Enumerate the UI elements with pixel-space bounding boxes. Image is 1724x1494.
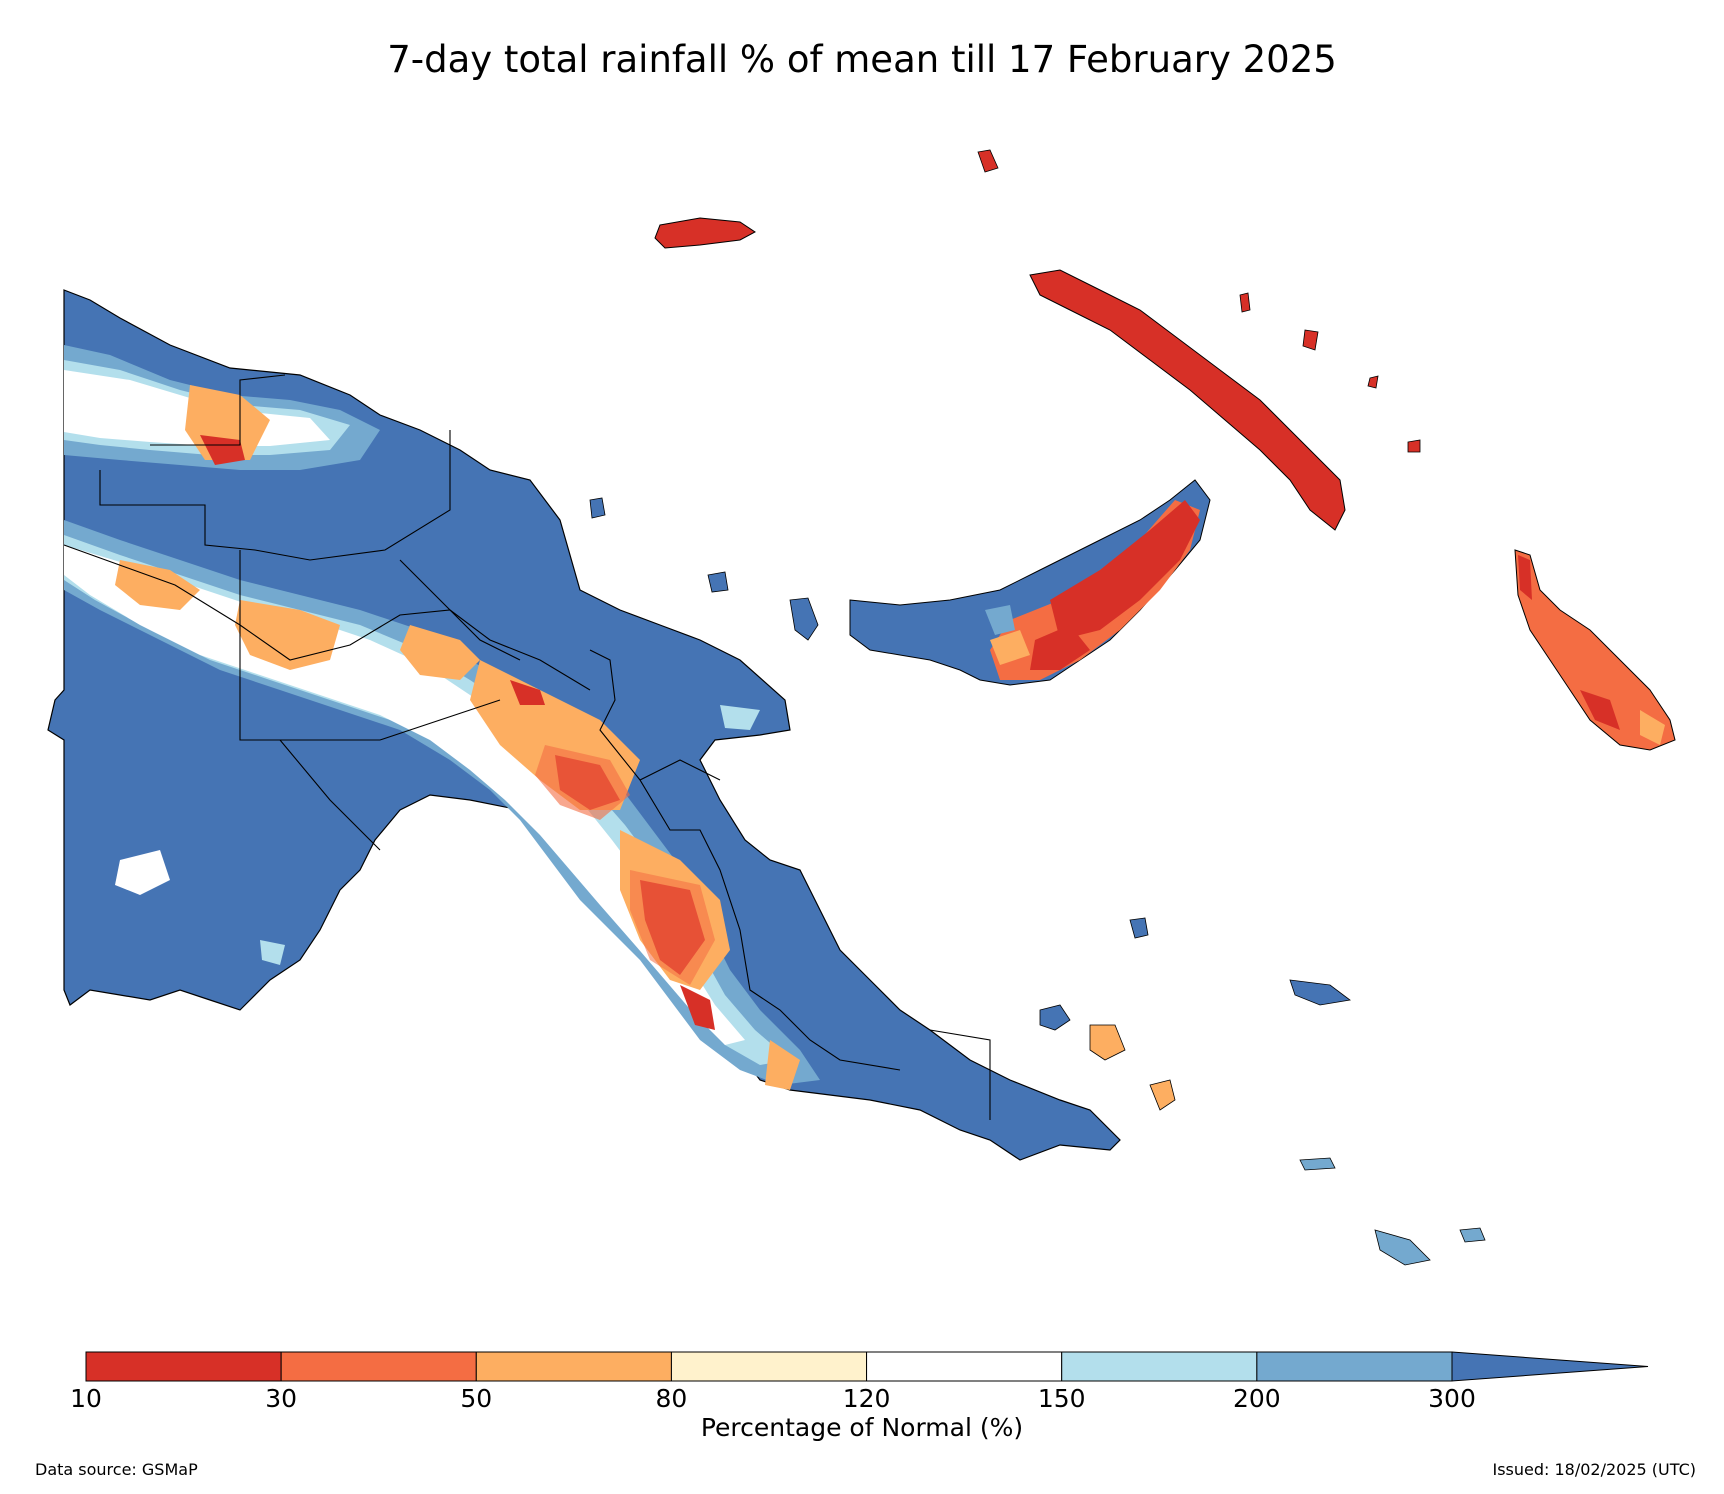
- colorbar-swatch: [475, 1351, 672, 1382]
- new-ireland: [1029, 269, 1346, 531]
- manus-island: [654, 217, 756, 249]
- colorbar-swatches: [85, 1351, 1649, 1382]
- issued-date: Issued: 18/02/2025 (UTC): [1492, 1460, 1696, 1479]
- map-title: 7-day total rainfall % of mean till 17 F…: [387, 38, 1337, 81]
- island-se8: [1129, 917, 1149, 939]
- colorbar-extend-arrow: [1451, 1351, 1649, 1382]
- small-island-north: [977, 149, 999, 173]
- data-source: Data source: GSMaP: [35, 1460, 198, 1479]
- island-se2: [1089, 1024, 1126, 1061]
- island-kar: [589, 497, 606, 519]
- small-island-ne3: [1367, 375, 1379, 389]
- colorbar-swatch: [1256, 1351, 1453, 1382]
- new-britain: [849, 479, 1211, 686]
- colorbar-swatch: [85, 1351, 282, 1382]
- small-island-ne4: [1407, 439, 1421, 453]
- island-se3: [1149, 1079, 1176, 1111]
- colorbar-swatch: [670, 1351, 868, 1382]
- province-boundaries: [63, 374, 991, 1120]
- island-se7: [1459, 1227, 1486, 1243]
- island-se4: [1289, 979, 1351, 1006]
- island-se5: [1299, 1157, 1336, 1171]
- colorbar-swatch: [1061, 1351, 1258, 1382]
- bougainville: [1514, 549, 1676, 751]
- colorbar-label: Percentage of Normal (%): [700, 1413, 1024, 1442]
- colorbar-swatch: [280, 1351, 477, 1382]
- small-island-ne1: [1239, 292, 1251, 313]
- island-se1: [1039, 1004, 1071, 1031]
- colorbar-swatch: [866, 1351, 1063, 1382]
- island-umboi: [789, 597, 819, 641]
- mainland-region: [47, 289, 1121, 1161]
- island-long: [707, 571, 729, 593]
- small-island-ne2: [1302, 329, 1319, 351]
- island-se6: [1374, 1229, 1431, 1266]
